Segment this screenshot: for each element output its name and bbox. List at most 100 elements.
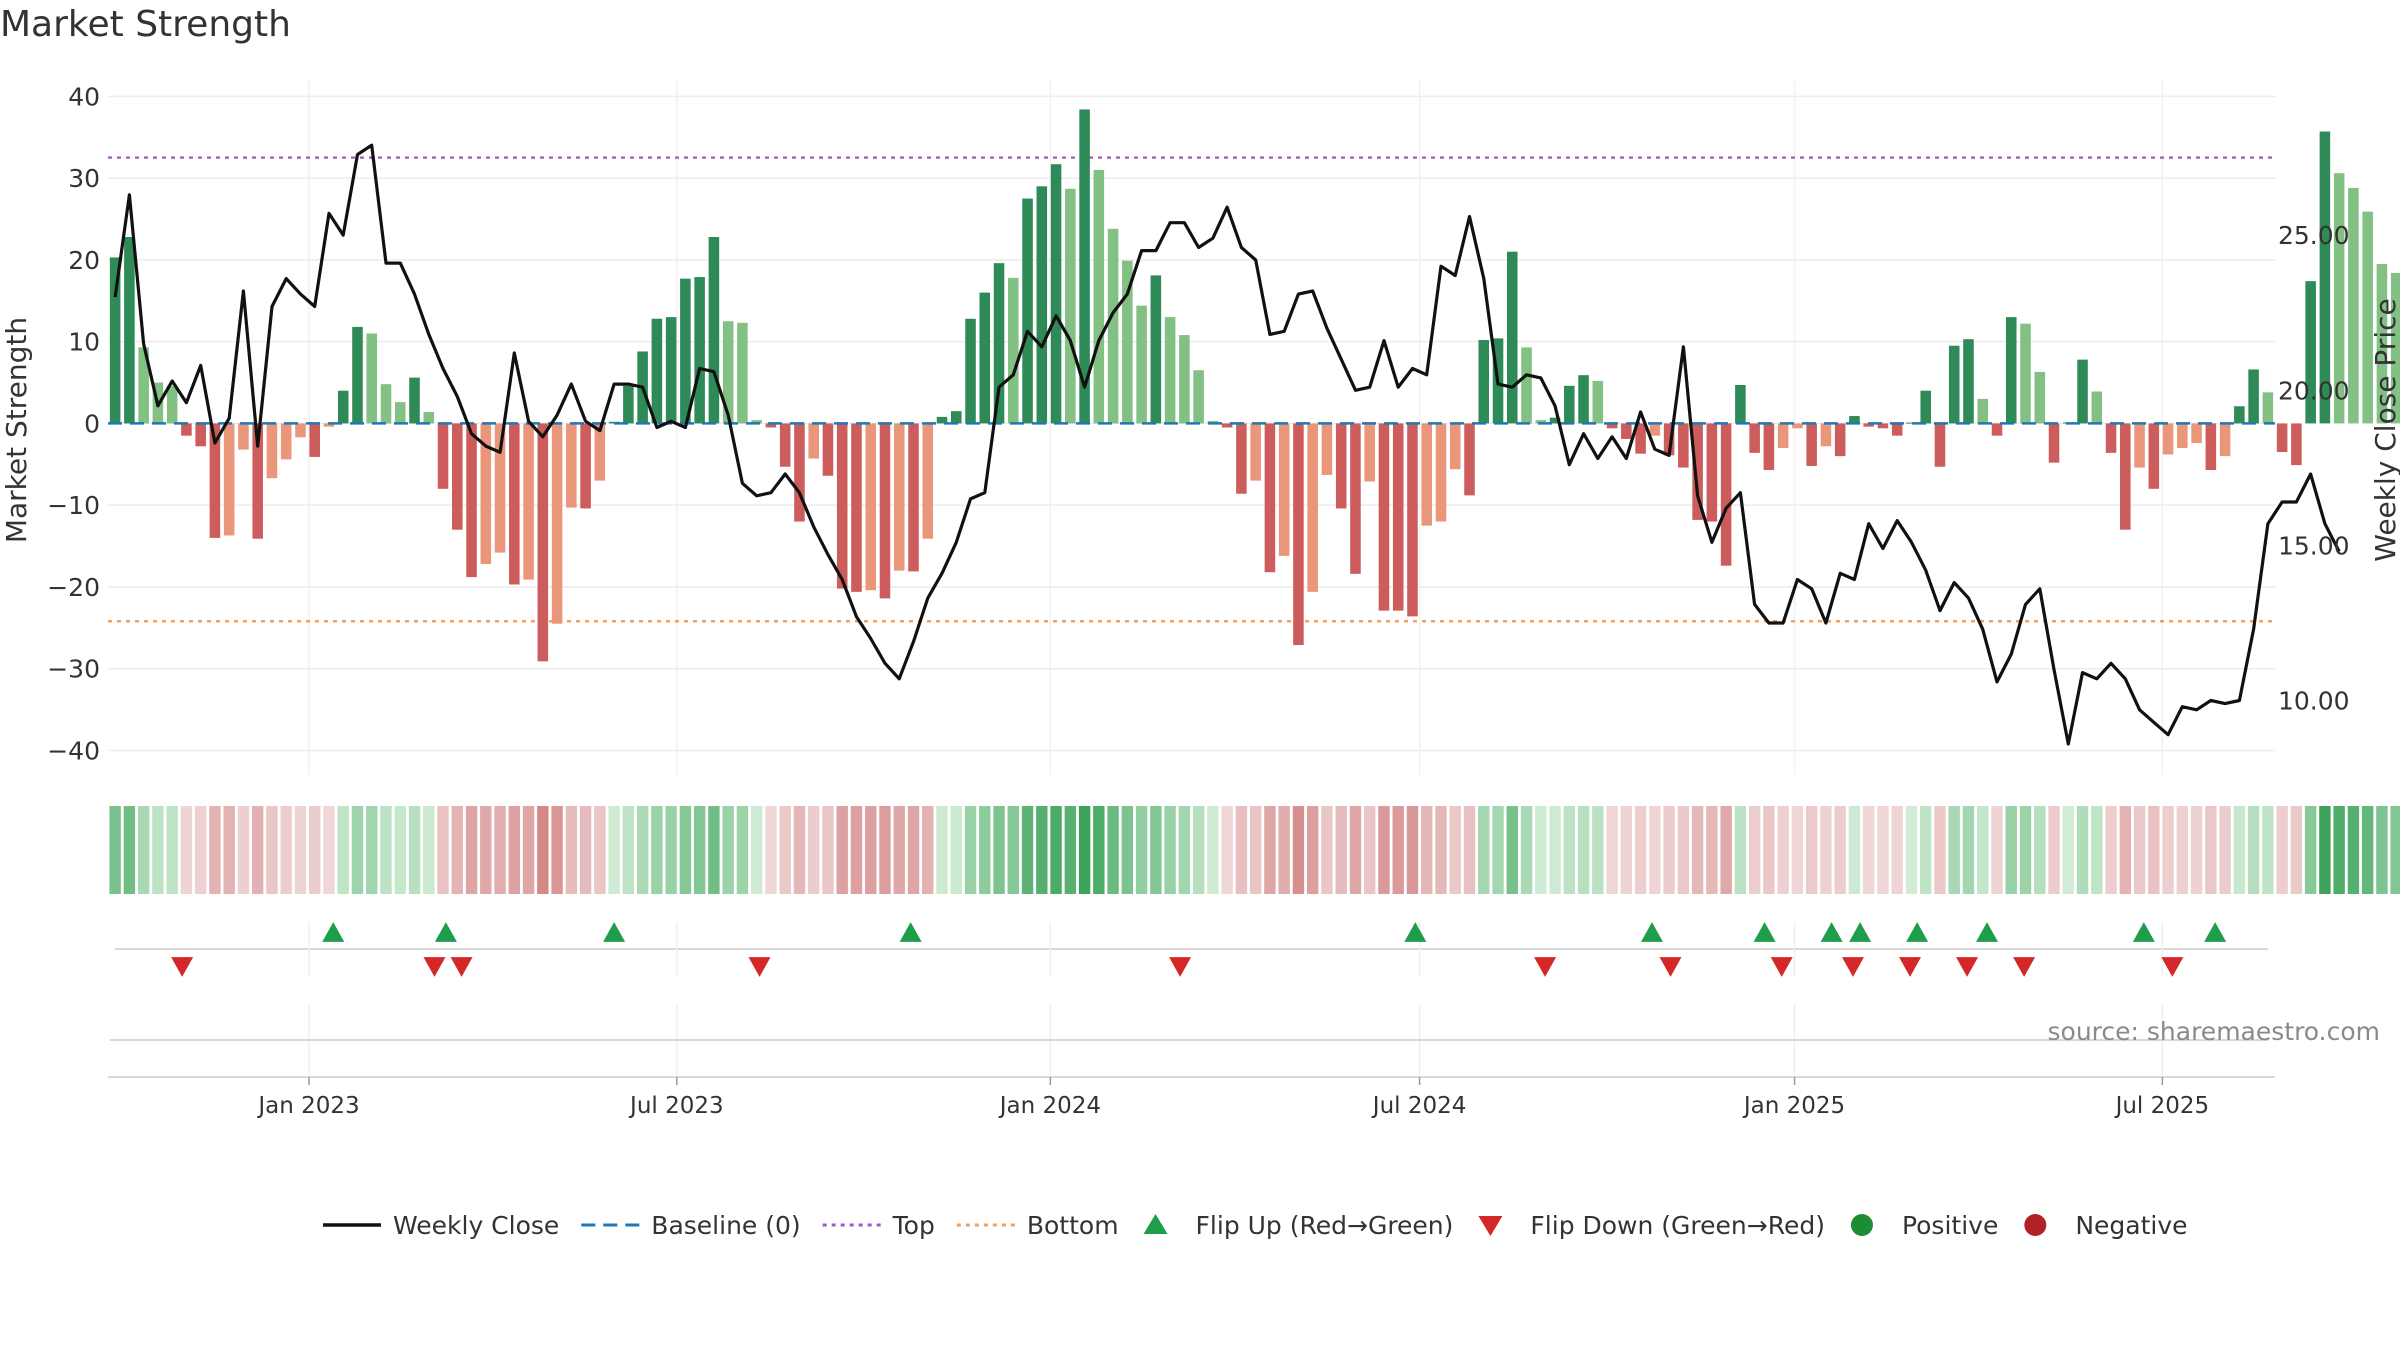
strength-bar [1920, 390, 1931, 424]
strength-bar [551, 423, 563, 624]
strength-bar [1906, 422, 1917, 424]
strength-bar [1763, 423, 1775, 471]
heatmap-cell [565, 806, 578, 894]
heatmap-cell [351, 806, 364, 894]
heatmap-cell [1706, 806, 1718, 894]
heatmap-cell [408, 806, 421, 894]
heatmap-cell [893, 806, 905, 894]
heatmap-cell [2062, 806, 2074, 894]
heatmap-cell [2376, 806, 2388, 894]
strength-bar [908, 423, 919, 572]
heatmap-cell [465, 806, 478, 894]
y-tick-label: 10 [68, 328, 100, 357]
heatmap-cell [822, 806, 834, 894]
heatmap-cell [2333, 806, 2345, 894]
strength-bar [779, 423, 791, 467]
strength-bar [1663, 423, 1675, 456]
strength-bar [1364, 423, 1375, 482]
heatmap-cell [1862, 806, 1875, 894]
y-tick-label: −10 [47, 491, 100, 520]
heatmap-cell [380, 806, 392, 894]
strength-bar [1849, 416, 1860, 424]
strength-bar [2005, 317, 2017, 424]
heatmap-cell [2148, 806, 2160, 894]
heatmap-cell [2361, 806, 2374, 894]
strength-bars [108, 109, 2400, 662]
strength-bar [252, 423, 263, 539]
close-series [113, 143, 2341, 746]
strength-bar [1236, 423, 1247, 494]
heatmap-cell [1549, 806, 1561, 894]
y-tick-label: 0 [84, 409, 100, 438]
heatmap-cell [2005, 806, 2017, 894]
strength-bar [836, 423, 848, 589]
flip-up-marker [434, 922, 457, 942]
strength-bar [1050, 164, 1062, 424]
heatmap-cell [2176, 806, 2189, 894]
strength-bar [879, 423, 891, 599]
x-tick-label: Jul 2024 [1371, 1093, 1467, 1119]
strength-bar [2234, 406, 2245, 424]
legend-label: Baseline (0) [651, 1211, 800, 1240]
heatmap-cell [1920, 806, 1932, 894]
strength-bar [138, 347, 149, 424]
heatmap-cell [337, 806, 349, 894]
heatmap-cell [1221, 806, 1233, 894]
heatmap-cell [1178, 806, 1191, 894]
strength-bar [722, 321, 734, 424]
heatmap-cell [323, 806, 335, 894]
legend-label: Bottom [1027, 1211, 1119, 1240]
strength-bar [166, 385, 178, 424]
strength-bar [409, 377, 420, 424]
legend-flip-down-icon [1478, 1216, 1503, 1236]
strength-bar [1278, 423, 1290, 556]
strength-bar [2162, 423, 2174, 455]
strength-bar [2276, 423, 2288, 453]
legend-label: Flip Up (Red→Green) [1196, 1211, 1454, 1240]
y-tick-label: −30 [47, 655, 100, 684]
x-tick-label: Jan 2024 [998, 1093, 1101, 1119]
heatmap-cell [2190, 806, 2203, 894]
heatmap-cell [722, 806, 734, 894]
heatmap-cell [2219, 806, 2231, 894]
strength-bar [1877, 423, 1889, 429]
strength-bar [1150, 275, 1162, 424]
strength-bar [1321, 423, 1333, 475]
strength-bar [1706, 423, 1718, 522]
strength-bar [2191, 423, 2202, 444]
heatmap-cell [522, 806, 535, 894]
heatmap-cell [1948, 806, 1960, 894]
strength-bar [480, 423, 492, 565]
strength-bar [1079, 109, 1090, 424]
strength-bar [1392, 423, 1404, 611]
strength-bar [2348, 187, 2359, 424]
heatmap-cell [1121, 806, 1134, 894]
heatmap-cell [123, 806, 136, 894]
heatmap-cell [451, 806, 463, 894]
strength-bar [181, 423, 192, 436]
strength-bar [280, 423, 292, 460]
flip-up-marker [1906, 922, 1929, 942]
flip-up-marker [1753, 922, 1776, 942]
strength-bar [936, 416, 948, 424]
heatmap-cell [309, 806, 321, 894]
heatmap-cell [1007, 806, 1019, 894]
flip-up-marker [1640, 922, 1663, 942]
heatmap-cell [1805, 806, 1818, 894]
flip-down-marker [2013, 957, 2036, 977]
heatmap-cell [750, 806, 763, 894]
heatmap-cell [2319, 806, 2331, 894]
strength-bar [1293, 423, 1304, 645]
flip-down-marker [1659, 957, 1682, 977]
strength-bar [1991, 423, 2003, 436]
heatmap-cell [1135, 806, 1148, 894]
strength-bar [1635, 423, 1646, 454]
heatmap-cell [1093, 806, 1105, 894]
heatmap-cell [2390, 806, 2400, 894]
strength-bar [1735, 384, 1746, 424]
strength-bar [109, 257, 121, 424]
heatmap-cell [964, 806, 977, 894]
heatmap-cell [1891, 806, 1903, 894]
heatmap-cell [2205, 806, 2217, 894]
